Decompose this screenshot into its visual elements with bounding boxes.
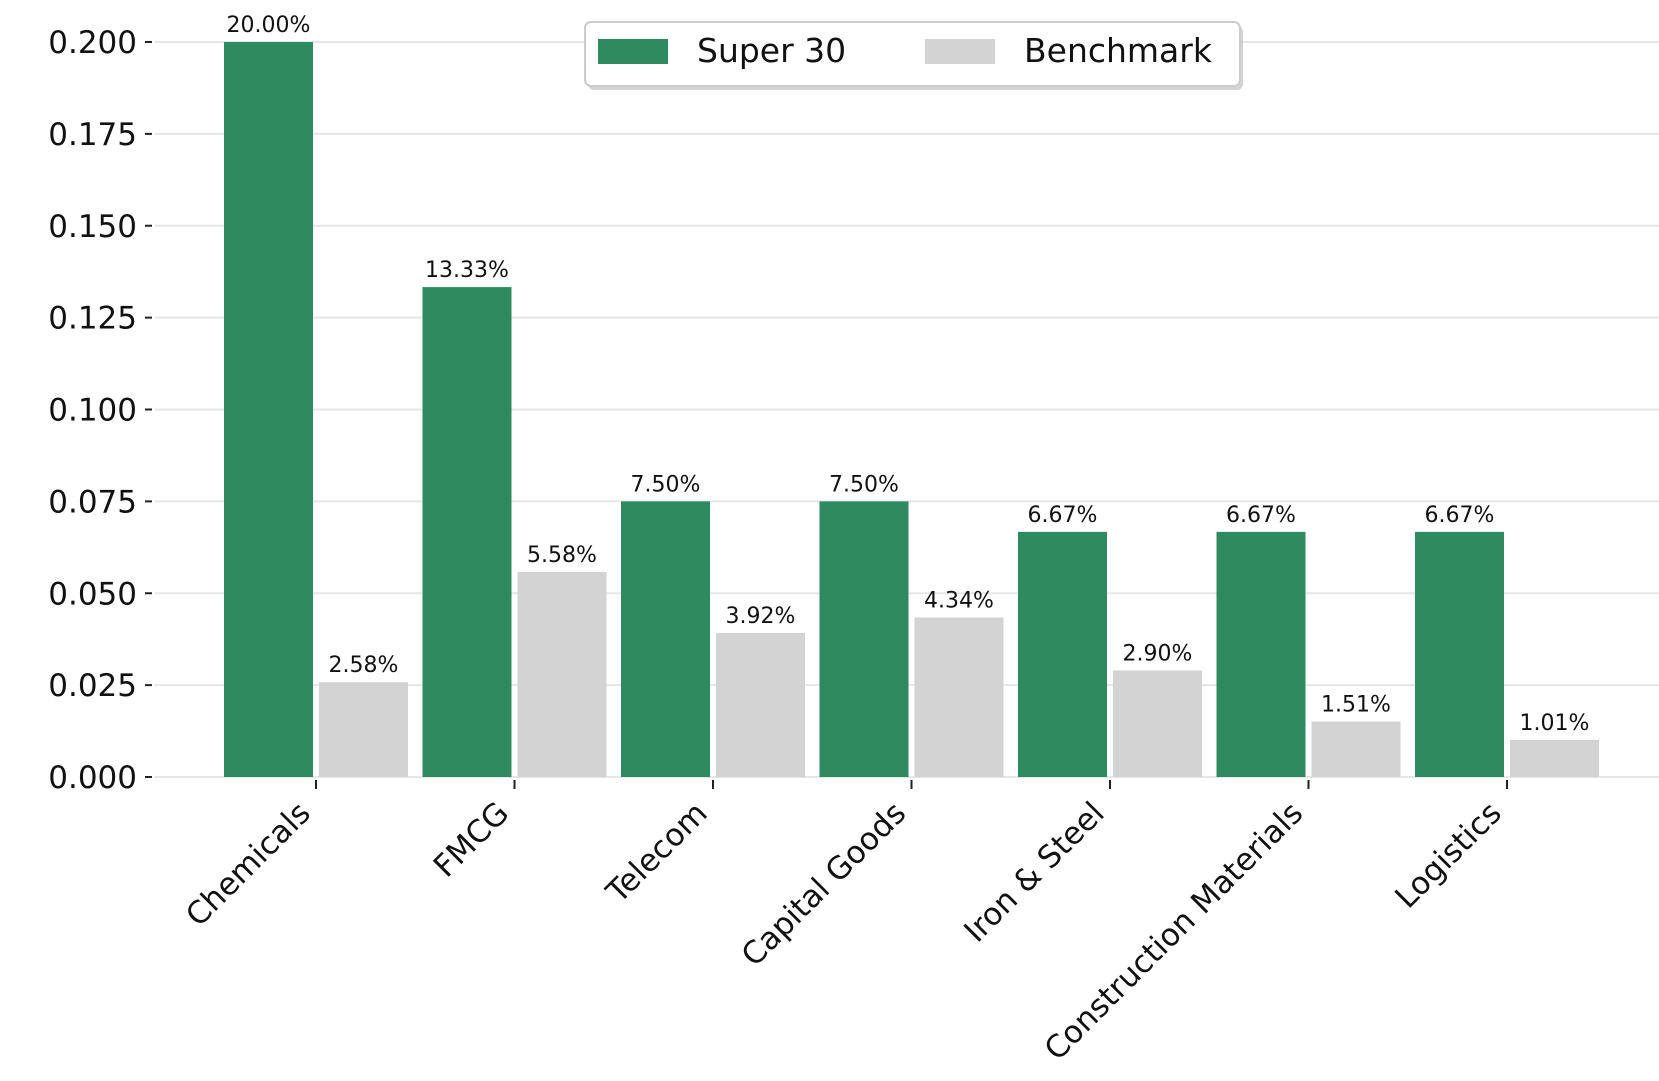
xtick-label: Chemicals — [179, 795, 318, 934]
super30-value-label: 20.00% — [227, 13, 311, 38]
ytick-label: 0.150 — [48, 209, 137, 245]
benchmark-bar — [914, 617, 1004, 777]
xtick-label: Logistics — [1388, 795, 1508, 915]
data-labels: 20.00% 2.58% 13.33% 5.58% 7.50% 3.92% 7.50% 4.3… — [227, 13, 1590, 736]
benchmark-value-label: 3.92% — [726, 604, 796, 629]
xtick-label: Iron & Steel — [957, 795, 1111, 949]
benchmark-value-label: 2.90% — [1123, 641, 1193, 666]
super30-bar — [1018, 531, 1107, 777]
super30-value-label: 7.50% — [631, 472, 701, 497]
super30-bar — [621, 501, 710, 777]
super30-bar — [819, 501, 909, 777]
super30-bar — [422, 287, 512, 777]
xtick-label: Telecom — [599, 795, 715, 911]
xtick-label: FMCG — [427, 795, 516, 884]
super30-bar — [1415, 531, 1504, 777]
benchmark-value-label: 2.58% — [329, 653, 399, 678]
ytick-label: 0.050 — [48, 576, 137, 612]
legend-swatch-super30 — [598, 39, 668, 64]
super30-value-label: 7.50% — [829, 472, 899, 497]
legend-box — [584, 21, 1241, 87]
benchmark-bar — [319, 682, 408, 777]
ytick-label: 0.000 — [48, 760, 137, 796]
ytick-label: 0.025 — [48, 668, 137, 704]
benchmark-value-label: 1.01% — [1520, 711, 1590, 736]
benchmark-bar — [1510, 739, 1599, 777]
benchmark-bar — [1113, 670, 1202, 777]
legend: Super 30 Benchmark — [584, 21, 1243, 90]
super30-bar — [1216, 531, 1306, 777]
super30-value-label: 13.33% — [425, 258, 509, 283]
legend-label-benchmark: Benchmark — [1024, 31, 1213, 70]
benchmark-bar — [1311, 721, 1401, 777]
xtick-label: Capital Goods — [735, 795, 913, 973]
benchmark-value-label: 4.34% — [924, 589, 994, 614]
ytick-label: 0.200 — [48, 25, 137, 61]
ytick-label: 0.175 — [48, 117, 137, 153]
ytick-label: 0.075 — [48, 484, 137, 520]
benchmark-bar — [716, 632, 805, 777]
legend-label-super30: Super 30 — [697, 31, 846, 70]
benchmark-value-label: 5.58% — [527, 543, 597, 568]
super30-value-label: 6.67% — [1226, 503, 1296, 528]
super30-value-label: 6.67% — [1425, 503, 1495, 528]
bars — [224, 42, 1599, 777]
ytick-label: 0.100 — [48, 393, 137, 429]
legend-swatch-benchmark — [925, 39, 995, 64]
ytick-label: 0.125 — [48, 301, 137, 337]
benchmark-bar — [517, 571, 607, 777]
super30-value-label: 6.67% — [1028, 503, 1098, 528]
benchmark-value-label: 1.51% — [1321, 693, 1391, 718]
super30-bar — [224, 42, 313, 777]
